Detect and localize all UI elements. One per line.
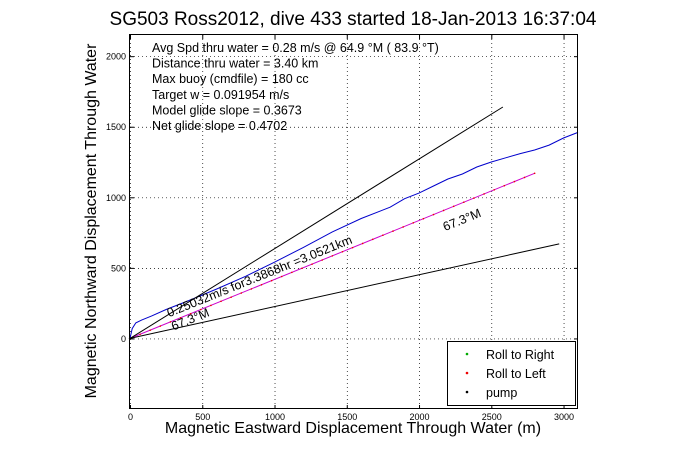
roll-left-point: [371, 238, 374, 241]
roll-left-point: [513, 180, 516, 183]
roll-left-point: [533, 172, 536, 175]
legend: Roll to Right Roll to Left pump: [447, 341, 576, 406]
roll-left-point: [240, 292, 243, 294]
info-line: Target w = 0.091954 m/s: [152, 88, 289, 102]
y-tick-label: 1000: [106, 193, 126, 203]
y-tick-label: 500: [111, 263, 126, 273]
plot-series: [128, 106, 579, 340]
roll-left-point: [250, 288, 253, 290]
info-line: Model glide slope = 0.3673: [152, 103, 302, 117]
roll-left-point: [412, 222, 415, 224]
roll-left-point: [382, 234, 384, 237]
x-tick-label: 1000: [265, 412, 285, 422]
info-line: Max buoy (cmdfile) = 180 cc: [152, 72, 309, 86]
legend-label: pump: [486, 386, 517, 400]
roll-left-point: [230, 296, 232, 298]
x-tick-label: 3000: [554, 412, 574, 422]
x-tick-label: 2500: [482, 412, 502, 422]
roll-left-point: [402, 226, 404, 228]
y-tick-label: 1500: [106, 122, 126, 132]
roll-left-point: [422, 217, 425, 220]
roll-left-point: [493, 189, 495, 191]
roll-left-point: [301, 267, 303, 270]
roll-left-point: [442, 209, 445, 212]
roll-left-point: [321, 259, 324, 261]
axes-box: [129, 34, 578, 409]
roll-left-point: [270, 279, 273, 282]
roll-left-point: [260, 283, 263, 286]
roll-left-point: [483, 193, 485, 195]
legend-marker: [465, 390, 469, 394]
roll-left-point: [200, 308, 202, 311]
legend-box: [447, 341, 576, 406]
roll-left-point: [220, 300, 222, 303]
roll-left-point: [341, 250, 344, 253]
series-line-3: [129, 243, 560, 339]
roll-left-point: [179, 316, 182, 319]
roll-left-point: [189, 312, 192, 315]
roll-left-point: [503, 184, 506, 187]
x-tick-label: 1500: [337, 412, 357, 422]
tick-marks: 0 500 1000 1500 2000 2500 3000 0 500 1000 1500 2000: [106, 35, 578, 422]
roll-left-point: [169, 321, 172, 323]
y-axis-label: Magnetic Northward Displacement Through …: [83, 43, 100, 398]
roll-left-point: [159, 325, 162, 327]
grid-lines: [130, 35, 578, 409]
series-line-2: [129, 106, 504, 339]
roll-left-point: [361, 242, 364, 245]
series-line-0: [129, 131, 579, 339]
roll-left-point: [463, 201, 465, 204]
info-line: Net glide slope = 0.4702: [152, 119, 287, 133]
roll-left-point: [280, 275, 283, 278]
x-axis-label: Magnetic Eastward Displacement Through W…: [165, 420, 541, 437]
legend-marker: [465, 352, 469, 356]
info-line: Distance thru water = 3.40 km: [152, 57, 318, 71]
roll-left-point: [473, 197, 475, 199]
x-tick-label: 0: [128, 412, 133, 422]
roll-left-point: [432, 213, 435, 216]
legend-label: Roll to Right: [486, 348, 555, 362]
roll-left-point: [331, 255, 334, 257]
y-tick-label: 0: [121, 334, 126, 344]
roll-left-point: [452, 205, 455, 208]
roll-left-point: [291, 271, 293, 274]
legend-marker: [465, 371, 469, 375]
roll-left-point: [149, 329, 152, 331]
roll-left-point: [210, 304, 212, 307]
roll-left-point: [311, 263, 313, 265]
chart-title: SG503 Ross2012, dive 433 started 18-Jan-…: [110, 9, 597, 30]
legend-label: Roll to Left: [486, 367, 546, 381]
info-text-block: Avg Spd thru water = 0.28 m/s @ 64.9 °M …: [152, 41, 439, 133]
x-tick-label: 500: [195, 412, 210, 422]
roll-left-point: [139, 333, 141, 336]
info-line: Avg Spd thru water = 0.28 m/s @ 64.9 °M …: [152, 41, 439, 55]
x-tick-label: 2000: [410, 412, 430, 422]
roll-left-point: [351, 246, 354, 249]
roll-left-point: [523, 176, 526, 179]
roll-left-point: [392, 230, 394, 232]
y-tick-label: 2000: [106, 52, 126, 62]
